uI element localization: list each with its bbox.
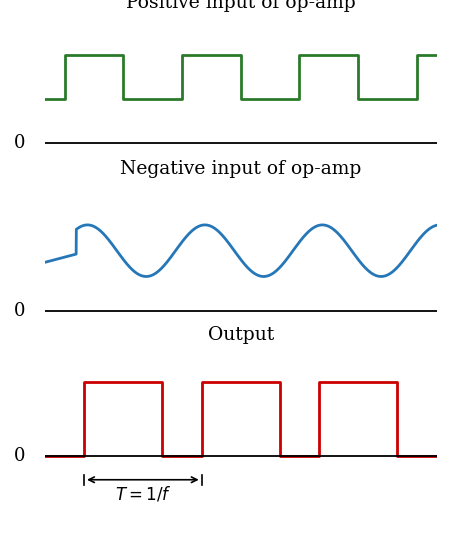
Text: 0: 0 — [14, 134, 25, 152]
Text: 0: 0 — [14, 302, 25, 320]
Title: Positive input of op-amp: Positive input of op-amp — [126, 0, 356, 12]
Text: $T = 1/f$: $T = 1/f$ — [115, 485, 171, 504]
Title: Negative input of op-amp: Negative input of op-amp — [120, 160, 361, 178]
Text: 0: 0 — [14, 447, 25, 465]
Title: Output: Output — [207, 326, 274, 344]
